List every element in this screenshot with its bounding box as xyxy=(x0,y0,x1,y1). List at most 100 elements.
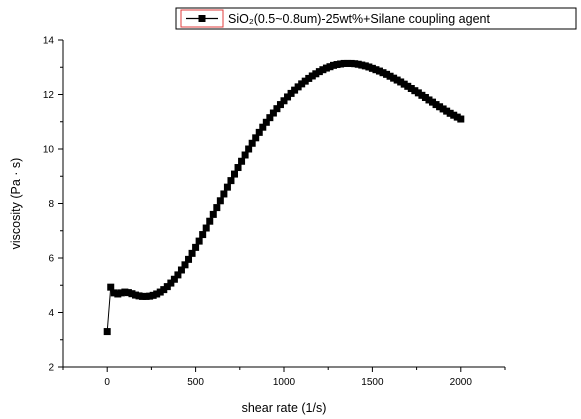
data-point xyxy=(443,107,451,115)
data-point xyxy=(209,210,217,218)
data-point xyxy=(330,61,338,69)
data-point xyxy=(446,109,454,117)
data-point xyxy=(206,217,214,225)
data-point xyxy=(146,292,154,300)
data-point xyxy=(156,288,164,296)
data-point xyxy=(400,80,408,88)
legend-box xyxy=(175,7,577,30)
data-point xyxy=(199,231,207,239)
legend-symbol-marker xyxy=(198,15,206,22)
data-point xyxy=(390,74,398,82)
data-point xyxy=(248,139,256,147)
data-point xyxy=(117,289,125,297)
data-point xyxy=(361,62,369,70)
data-point xyxy=(436,103,444,111)
data-point xyxy=(195,237,203,245)
x-tick-label: 0 xyxy=(104,377,110,388)
x-tick-label: 2000 xyxy=(450,377,473,388)
data-point xyxy=(284,93,292,101)
x-tick-label: 1500 xyxy=(361,377,384,388)
data-point xyxy=(347,59,355,67)
data-point xyxy=(103,328,111,336)
data-point xyxy=(276,101,284,109)
data-point xyxy=(315,68,323,76)
data-point xyxy=(418,91,426,99)
data-point xyxy=(298,80,306,88)
data-point xyxy=(177,266,185,274)
data-point xyxy=(432,101,440,109)
data-point xyxy=(421,93,429,101)
plot-area: 0 500 1000 1500 2000 2 4 6 8 10 12 14 xyxy=(43,36,506,388)
y-tick-label: 12 xyxy=(43,90,55,101)
y-axis-ticks: 2 4 6 8 10 12 14 xyxy=(43,36,63,374)
data-point xyxy=(386,72,394,80)
x-tick-label: 1000 xyxy=(273,377,296,388)
data-point xyxy=(351,60,359,68)
data-point xyxy=(110,289,118,297)
data-point xyxy=(344,59,352,67)
data-point xyxy=(287,89,295,97)
series-layer xyxy=(103,59,465,336)
data-point xyxy=(188,249,196,257)
data-point xyxy=(269,109,277,117)
data-point xyxy=(149,291,157,299)
data-point xyxy=(216,197,224,205)
data-point xyxy=(163,283,171,291)
data-point xyxy=(411,87,419,95)
data-point xyxy=(114,290,122,298)
data-point xyxy=(131,291,139,299)
data-point xyxy=(368,64,376,72)
data-point xyxy=(135,292,143,300)
data-point xyxy=(153,290,161,298)
data-point xyxy=(252,134,260,142)
data-point xyxy=(227,177,235,185)
data-point xyxy=(174,271,182,279)
data-point xyxy=(319,66,327,74)
data-point xyxy=(241,151,249,159)
data-point xyxy=(128,290,136,298)
data-point xyxy=(397,78,405,86)
data-point xyxy=(124,289,132,297)
legend-label: SiO₂(0.5~0.8um)-25wt%+Silane coupling ag… xyxy=(228,12,490,26)
data-point xyxy=(365,63,373,71)
data-point xyxy=(213,204,221,212)
data-point xyxy=(238,157,246,165)
data-point xyxy=(301,77,309,85)
y-axis-label: viscosity (Pa · s) xyxy=(9,158,23,250)
y-tick-label: 2 xyxy=(48,363,54,374)
y-tick-label: 10 xyxy=(43,145,55,156)
data-point xyxy=(312,70,320,78)
data-point xyxy=(429,98,437,106)
data-point xyxy=(404,82,412,90)
data-point xyxy=(167,279,175,287)
data-point xyxy=(379,69,387,77)
data-point xyxy=(354,60,362,68)
data-point xyxy=(245,145,253,153)
data-point xyxy=(375,67,383,75)
data-point xyxy=(450,111,458,119)
data-point xyxy=(185,255,193,263)
data-point xyxy=(439,105,447,113)
data-point xyxy=(393,76,401,84)
x-tick-label: 500 xyxy=(187,377,204,388)
data-point xyxy=(170,275,178,283)
data-point xyxy=(230,170,238,178)
data-point xyxy=(372,66,380,74)
data-point xyxy=(181,261,189,269)
data-point xyxy=(139,292,147,300)
data-point xyxy=(262,118,270,126)
data-point xyxy=(322,64,330,72)
y-tick-label: 14 xyxy=(43,36,55,47)
data-point xyxy=(223,183,231,191)
data-point xyxy=(273,105,281,113)
data-point xyxy=(280,97,288,105)
data-point xyxy=(192,243,200,251)
x-axis-ticks: 0 500 1000 1500 2000 xyxy=(62,367,506,388)
data-point xyxy=(425,96,433,104)
data-point xyxy=(337,60,345,68)
data-point xyxy=(259,123,267,131)
y-tick-label: 6 xyxy=(48,254,54,265)
data-point xyxy=(407,85,415,93)
data-point xyxy=(266,114,274,122)
